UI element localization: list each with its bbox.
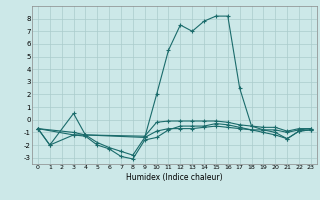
X-axis label: Humidex (Indice chaleur): Humidex (Indice chaleur) <box>126 173 223 182</box>
